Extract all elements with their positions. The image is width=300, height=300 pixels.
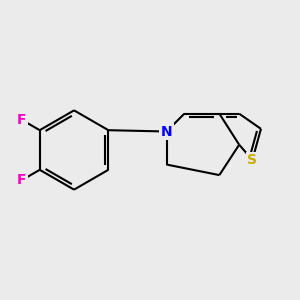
Text: F: F (17, 173, 26, 188)
Text: N: N (161, 124, 172, 139)
Text: S: S (248, 153, 257, 167)
Text: F: F (17, 112, 26, 127)
